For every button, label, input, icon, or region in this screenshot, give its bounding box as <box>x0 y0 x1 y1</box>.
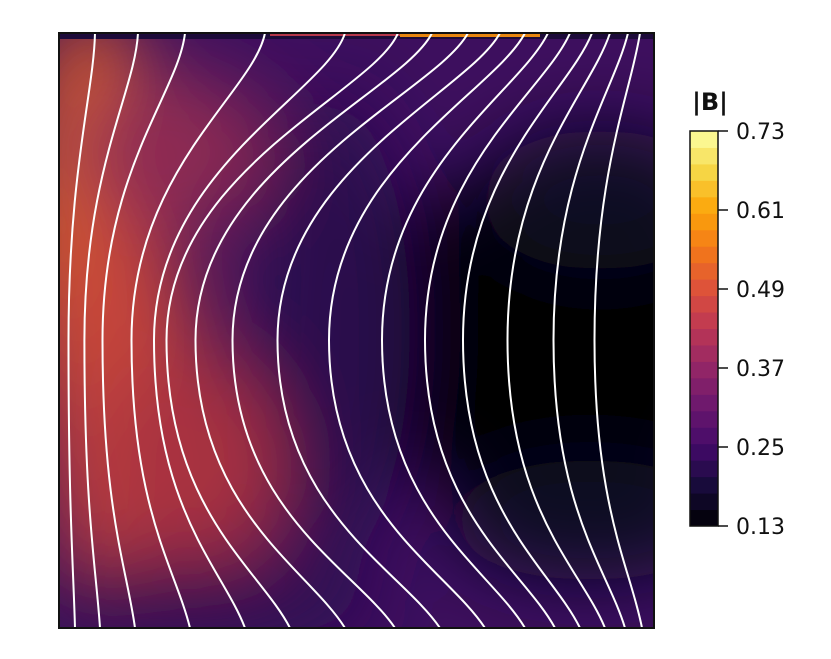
colorbar-band <box>690 196 718 214</box>
colorbar-tick-label: 0.13 <box>736 515 785 540</box>
field-line <box>231 33 469 628</box>
field-line <box>83 33 139 628</box>
field-line <box>506 33 611 628</box>
colorbar-tick-label: 0.37 <box>736 357 785 382</box>
colorbar-tick-label: 0.49 <box>736 278 785 303</box>
colorbar-band <box>690 509 718 527</box>
colorbar-band <box>690 344 718 362</box>
colorbar: |B| 0.73 0.61 0.49 0.37 0.25 0.13 <box>689 88 785 540</box>
colorbar-band <box>690 443 718 461</box>
field-line <box>130 33 266 628</box>
colorbar-band <box>690 279 718 297</box>
colorbar-band <box>690 131 718 148</box>
field-line <box>101 33 186 628</box>
field-line <box>552 33 629 628</box>
field-lines <box>67 33 643 628</box>
colorbar-band <box>690 328 718 346</box>
colorbar-title: |B| <box>692 88 728 116</box>
field-line <box>276 33 501 628</box>
colorbar-band <box>690 394 718 412</box>
field-line <box>327 33 526 628</box>
colorbar-bands <box>690 131 718 527</box>
colorbar-band <box>690 246 718 264</box>
colorbar-frame <box>689 130 719 527</box>
colorbar-band <box>690 213 718 231</box>
colorbar-tick-label: 0.61 <box>736 199 785 224</box>
field-line <box>423 33 571 628</box>
field-line <box>461 33 593 628</box>
field-line <box>194 33 433 628</box>
colorbar-band <box>690 361 718 379</box>
colorbar-band <box>690 410 718 428</box>
field-line <box>165 33 399 628</box>
colorbar-band <box>690 312 718 329</box>
field-line <box>67 33 96 628</box>
colorbar-band <box>690 229 718 247</box>
colorbar-band <box>690 427 718 445</box>
field-line <box>152 33 346 628</box>
colorbar-ticks: 0.73 0.61 0.49 0.37 0.25 0.13 <box>718 120 785 540</box>
colorbar-band <box>690 163 718 181</box>
colorbar-band <box>690 377 718 395</box>
field-line <box>593 33 643 628</box>
plot-frame <box>58 32 655 629</box>
field-line <box>380 33 549 628</box>
colorbar-tick-label: 0.25 <box>736 436 785 461</box>
colorbar-band <box>690 493 718 511</box>
colorbar-tick-label: 0.73 <box>736 120 785 145</box>
heatmap-field <box>59 33 654 628</box>
colorbar-band <box>690 180 718 198</box>
colorbar-band <box>690 476 718 494</box>
colorbar-band <box>690 147 718 165</box>
colorbar-band <box>690 460 718 478</box>
colorbar-band <box>690 295 718 313</box>
colorbar-band <box>690 262 718 280</box>
